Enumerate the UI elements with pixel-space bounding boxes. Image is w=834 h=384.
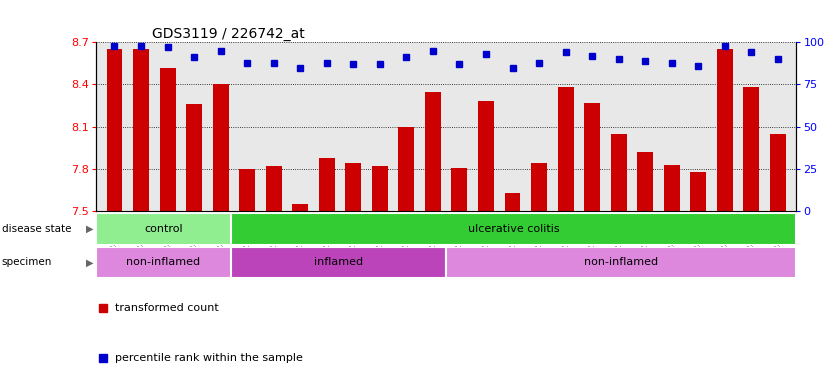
Text: percentile rank within the sample: percentile rank within the sample xyxy=(115,353,303,363)
Text: inflamed: inflamed xyxy=(314,257,363,267)
Bar xyxy=(96,247,231,278)
Text: control: control xyxy=(144,224,183,234)
Bar xyxy=(664,165,680,211)
Bar xyxy=(425,91,441,211)
Bar xyxy=(159,68,175,211)
Text: non-inflamed: non-inflamed xyxy=(126,257,200,267)
Bar xyxy=(319,158,334,211)
Bar xyxy=(96,213,231,245)
Bar xyxy=(770,134,786,211)
Bar xyxy=(743,87,759,211)
Bar xyxy=(231,213,796,245)
Bar xyxy=(292,204,309,211)
Bar xyxy=(691,172,706,211)
Text: disease state: disease state xyxy=(2,224,71,234)
Bar xyxy=(505,193,520,211)
Bar xyxy=(266,166,282,211)
Bar xyxy=(610,134,626,211)
Text: GDS3119 / 226742_at: GDS3119 / 226742_at xyxy=(152,27,304,41)
Bar xyxy=(213,84,229,211)
Bar xyxy=(717,49,733,211)
Text: ▶: ▶ xyxy=(86,257,93,267)
Bar xyxy=(345,163,361,211)
Bar xyxy=(584,103,600,211)
Text: ▶: ▶ xyxy=(86,224,93,234)
Bar xyxy=(399,127,414,211)
Bar xyxy=(558,87,574,211)
Bar xyxy=(637,152,653,211)
Bar xyxy=(107,49,123,211)
Bar xyxy=(133,49,149,211)
Bar xyxy=(531,163,547,211)
Bar xyxy=(239,169,255,211)
Bar xyxy=(186,104,202,211)
Bar xyxy=(451,167,467,211)
Text: non-inflamed: non-inflamed xyxy=(585,257,658,267)
Text: specimen: specimen xyxy=(2,257,52,267)
Bar xyxy=(446,247,796,278)
Text: ulcerative colitis: ulcerative colitis xyxy=(468,224,560,234)
Bar xyxy=(231,247,446,278)
Bar xyxy=(478,101,494,211)
Bar xyxy=(372,166,388,211)
Text: transformed count: transformed count xyxy=(115,303,219,313)
